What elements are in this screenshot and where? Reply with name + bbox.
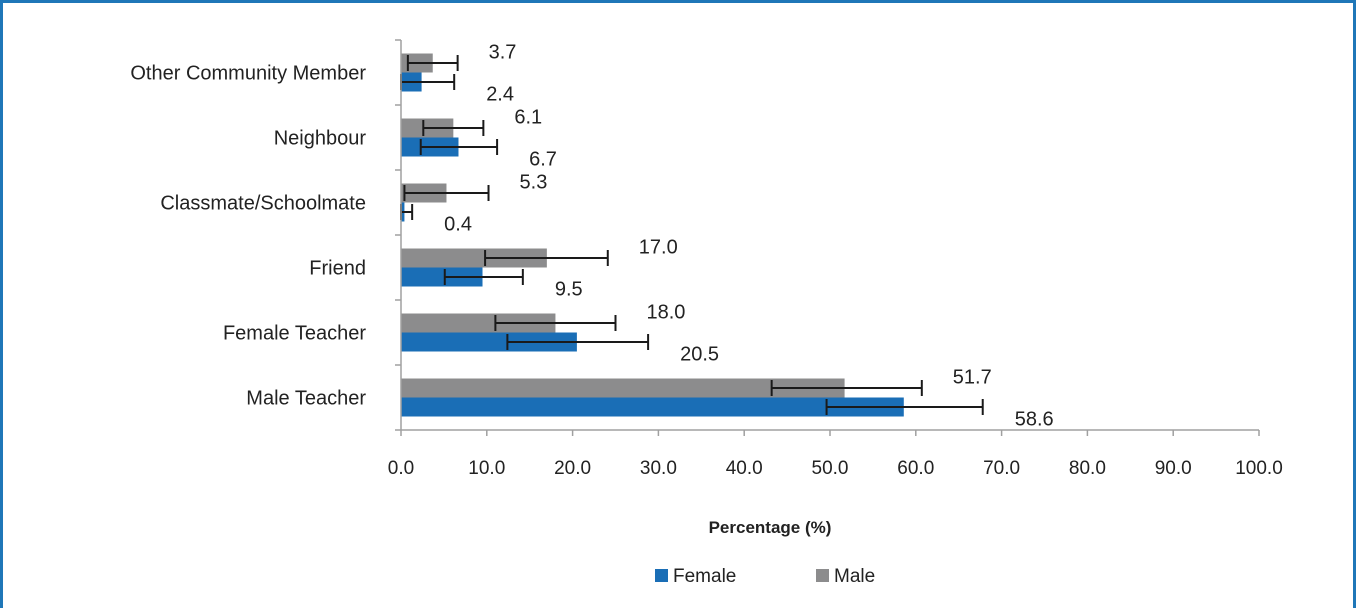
legend: Female Male [655,566,875,587]
x-tick-label: 70.0 [983,458,1020,479]
data-label: 51.7 [953,367,992,389]
x-tick-labels: 0.0 10.0 20.0 30.0 40.0 50.0 60.0 70.0 80.0 90.0 1… [388,458,1283,479]
x-tick-label: 90.0 [1155,458,1192,479]
data-label: 9.5 [555,279,583,301]
female-bar [401,332,577,352]
x-tick-label: 100.0 [1235,458,1283,479]
female-bar [401,267,483,287]
data-label: 6.7 [529,149,557,171]
category-label: Classmate/Schoolmate [160,193,366,215]
data-label: 2.4 [486,84,514,106]
bars [401,53,904,417]
x-tick-label: 50.0 [812,458,849,479]
data-label: 6.1 [514,107,542,129]
x-tick-label: 20.0 [554,458,591,479]
x-axis-title: Percentage (%) [709,518,832,537]
data-label: 0.4 [444,214,472,236]
legend-label-female: Female [673,566,736,587]
x-tick-label: 10.0 [468,458,505,479]
error-bars [400,55,984,415]
category-label: Male Teacher [246,388,366,410]
axes [395,39,1260,436]
x-tick-label: 40.0 [726,458,763,479]
data-label: 18.0 [647,302,686,324]
category-label: Neighbour [274,128,367,150]
category-label: Friend [309,258,366,280]
male-bar [401,378,845,398]
category-labels: Male Teacher Female Teacher Friend Classmat… [130,63,366,410]
male-bar [401,248,547,268]
x-tick-label: 0.0 [388,458,414,479]
category-label: Other Community Member [130,63,366,85]
x-tick-label: 60.0 [897,458,934,479]
x-tick-label: 80.0 [1069,458,1106,479]
data-label: 5.3 [520,172,548,194]
data-label: 58.6 [1015,409,1054,431]
male-bar [401,313,556,333]
x-tick-label: 30.0 [640,458,677,479]
category-label: Female Teacher [223,323,366,345]
value-labels: 51.7 58.6 18.0 20.5 17.0 9.5 5.3 0.4 6.1 6.7 3.7 2.… [444,42,1054,431]
data-label: 3.7 [489,42,517,64]
data-label: 20.5 [680,344,719,366]
legend-swatch-male [816,569,829,582]
female-bar [401,397,904,417]
legend-label-male: Male [834,566,875,587]
data-label: 17.0 [639,237,678,259]
legend-swatch-female [655,569,668,582]
